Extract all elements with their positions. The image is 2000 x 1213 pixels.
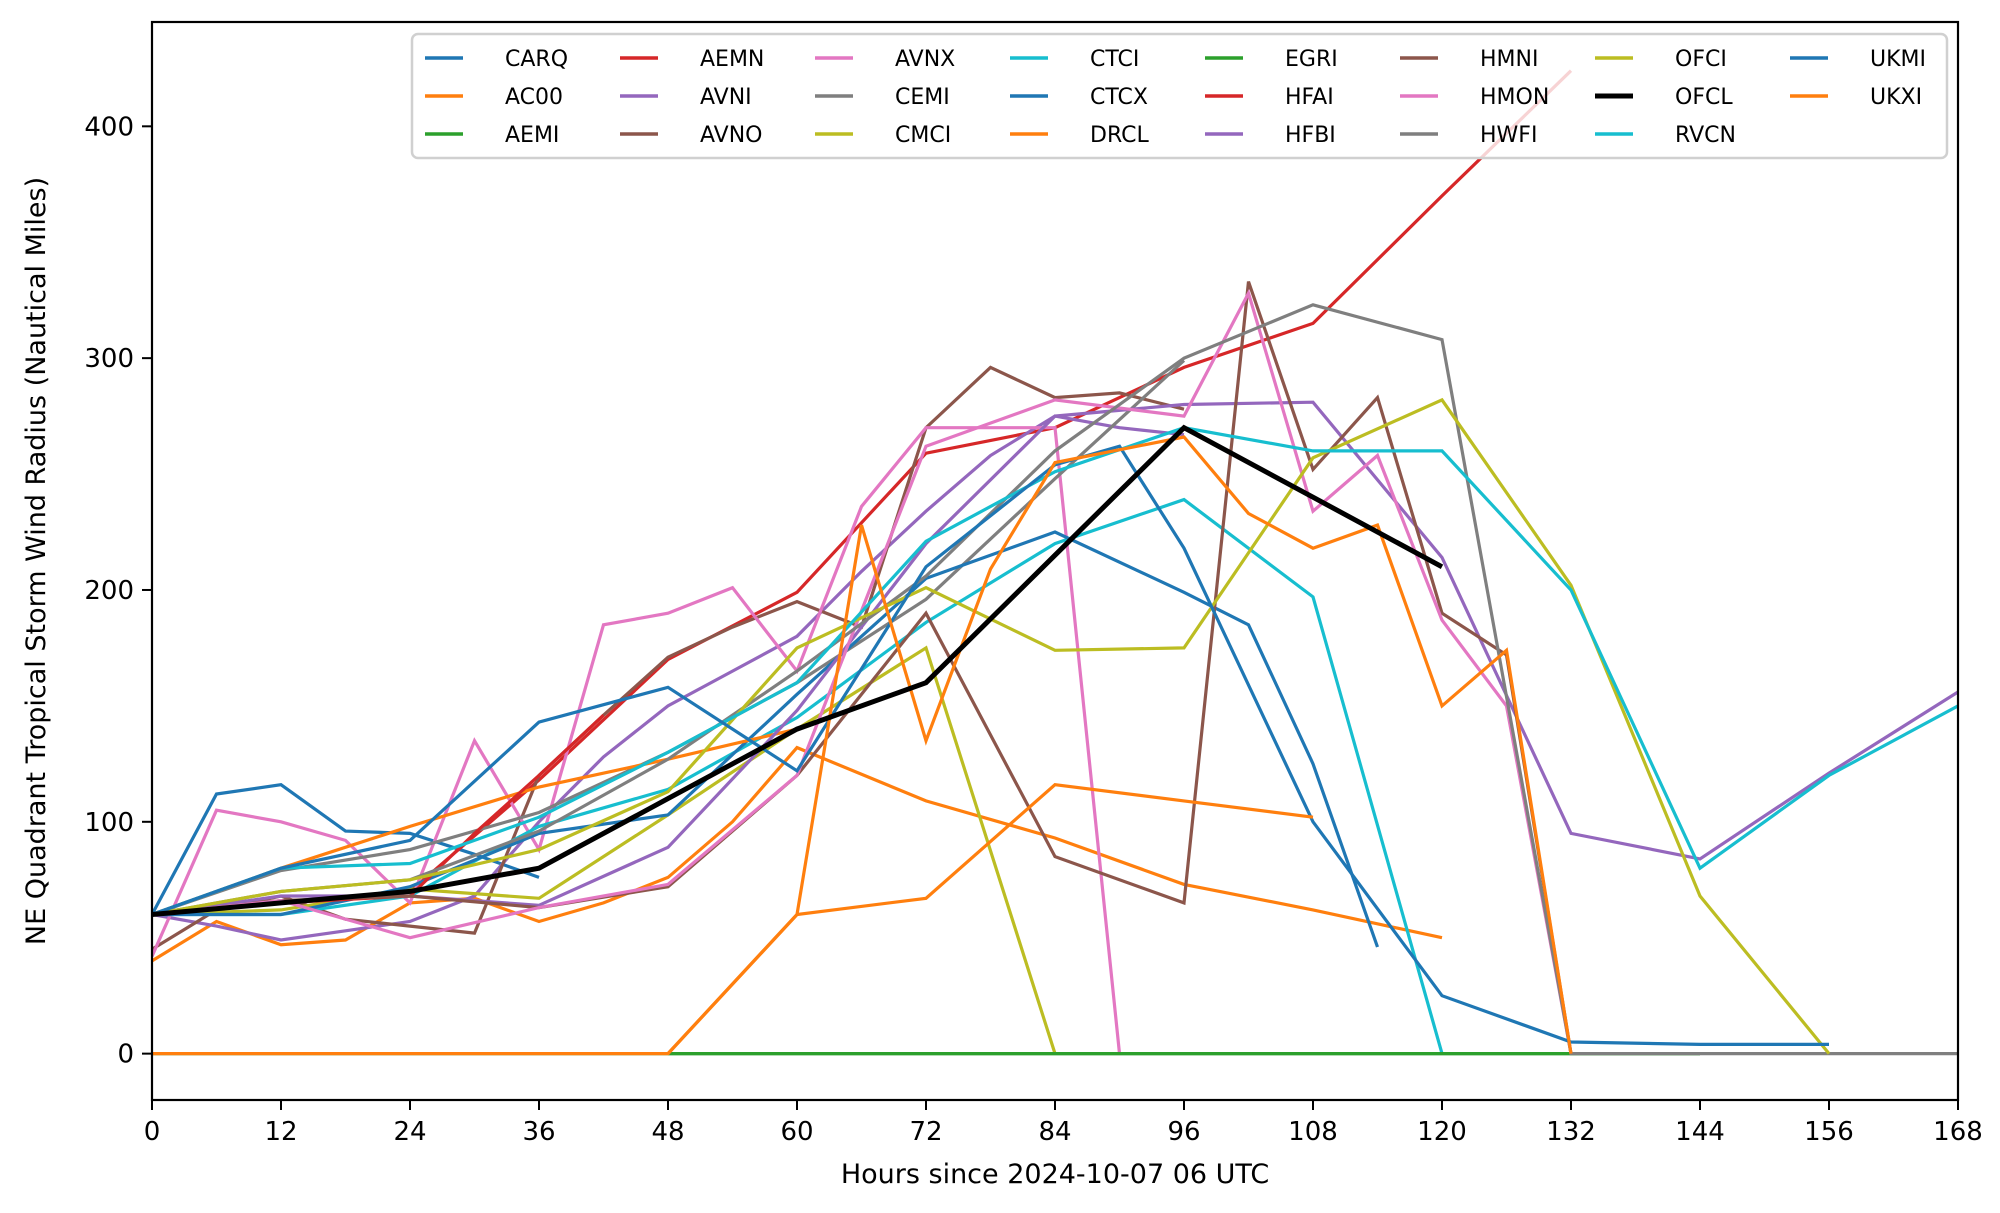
legend-label: UKMI (1870, 47, 1926, 72)
legend-item-egri: EGRI (1205, 47, 1338, 72)
legend-label: HFBI (1285, 123, 1336, 148)
y-axis-label: NE Quadrant Tropical Storm Wind Radius (… (21, 177, 52, 945)
x-tick-label: 72 (909, 1117, 942, 1147)
y-tick-label: 200 (84, 576, 134, 606)
x-axis-label: Hours since 2024-10-07 06 UTC (841, 1159, 1269, 1190)
series-line-avni (152, 414, 1185, 942)
x-tick-label: 168 (1933, 1117, 1983, 1147)
legend-label: AC00 (505, 85, 563, 110)
x-tick-label: 156 (1804, 1117, 1854, 1147)
legend-item-ctcx: CTCX (1010, 85, 1148, 110)
legend-label: OFCI (1675, 47, 1727, 72)
legend-item-hfai: HFAI (1205, 85, 1334, 110)
x-tick-label: 84 (1038, 1117, 1071, 1147)
x-tick-label: 48 (651, 1117, 684, 1147)
legend-label: UKXI (1870, 85, 1922, 110)
series-line-hmni (152, 281, 1573, 1054)
legend-item-hfbi: HFBI (1205, 123, 1336, 148)
series-line-avnx (152, 426, 1122, 1054)
legend-item-ac00: AC00 (425, 85, 563, 110)
legend-item-ofci: OFCI (1595, 47, 1727, 72)
legend: CARQ AC00 AEMI AEMN AVNI AVNO AVNX CEMI CMCI CTCI… (410, 32, 1949, 160)
legend-label: HWFI (1480, 123, 1537, 148)
x-axis-ticks: 0 12 24 36 48 60 72 84 96 108 120 132 144 156 168 (144, 1100, 1983, 1147)
legend-item-hmni: HMNI (1400, 47, 1538, 72)
y-axis-ticks: 0 100 200 300 400 (84, 112, 152, 1070)
legend-label: CEMI (895, 85, 950, 110)
x-tick-label: 144 (1675, 1117, 1725, 1147)
legend-item-rvcn: RVCN (1595, 123, 1736, 148)
legend-label: DRCL (1090, 123, 1149, 148)
legend-label: HMNI (1480, 47, 1538, 72)
legend-item-hwfi: HWFI (1400, 123, 1537, 148)
x-tick-label: 120 (1417, 1117, 1467, 1147)
legend-label: HFAI (1285, 85, 1334, 110)
legend-item-cmci: CMCI (815, 123, 951, 148)
x-tick-label: 96 (1167, 1117, 1200, 1147)
legend-item-ctci: CTCI (1010, 47, 1139, 72)
series-line-ctci (152, 497, 1444, 1055)
legend-item-aemn: AEMN (620, 47, 764, 72)
legend-label: CMCI (895, 123, 951, 148)
x-tick-label: 24 (393, 1117, 426, 1147)
legend-item-avno: AVNO (620, 123, 762, 148)
legend-label: AVNI (700, 85, 752, 110)
series-line-hmon (152, 288, 1573, 1054)
legend-item-drcl: DRCL (1010, 123, 1149, 148)
legend-box (410, 32, 1949, 160)
y-tick-label: 300 (84, 344, 134, 374)
x-tick-label: 0 (144, 1117, 161, 1147)
x-tick-label: 36 (522, 1117, 555, 1147)
series-line-hwfi (152, 303, 1958, 1056)
legend-item-ukxi: UKXI (1790, 85, 1922, 110)
legend-label: RVCN (1675, 123, 1736, 148)
legend-label: CTCX (1090, 85, 1148, 110)
legend-item-hmon: HMON (1400, 85, 1549, 110)
legend-item-avnx: AVNX (815, 47, 955, 72)
x-tick-label: 108 (1288, 1117, 1338, 1147)
legend-item-aemi: AEMI (425, 123, 559, 148)
legend-label: CTCI (1090, 47, 1139, 72)
series-line-rvcn (152, 426, 1958, 917)
series-lines (152, 69, 1958, 1056)
legend-label: CARQ (505, 47, 568, 72)
x-tick-label: 132 (1546, 1117, 1596, 1147)
legend-label: HMON (1480, 85, 1549, 110)
y-tick-label: 0 (117, 1040, 134, 1070)
legend-item-cemi: CEMI (815, 85, 950, 110)
series-line-ofcl (152, 424, 1444, 917)
legend-item-carq: CARQ (425, 47, 568, 72)
legend-item-ukmi: UKMI (1790, 47, 1926, 72)
legend-label: OFCL (1675, 85, 1733, 110)
legend-label: AVNO (700, 123, 762, 148)
x-tick-label: 12 (264, 1117, 297, 1147)
series-line-ukxi (152, 435, 1573, 1056)
legend-label: AEMN (700, 47, 764, 72)
legend-item-avni: AVNI (620, 85, 752, 110)
y-tick-label: 400 (84, 112, 134, 142)
legend-label: AEMI (505, 123, 559, 148)
x-tick-label: 60 (780, 1117, 813, 1147)
legend-label: EGRI (1285, 47, 1338, 72)
legend-item-ofcl: OFCL (1595, 85, 1733, 110)
series-line-ukxi-b (666, 783, 1314, 1055)
y-tick-label: 100 (84, 808, 134, 838)
legend-label: AVNX (895, 47, 955, 72)
